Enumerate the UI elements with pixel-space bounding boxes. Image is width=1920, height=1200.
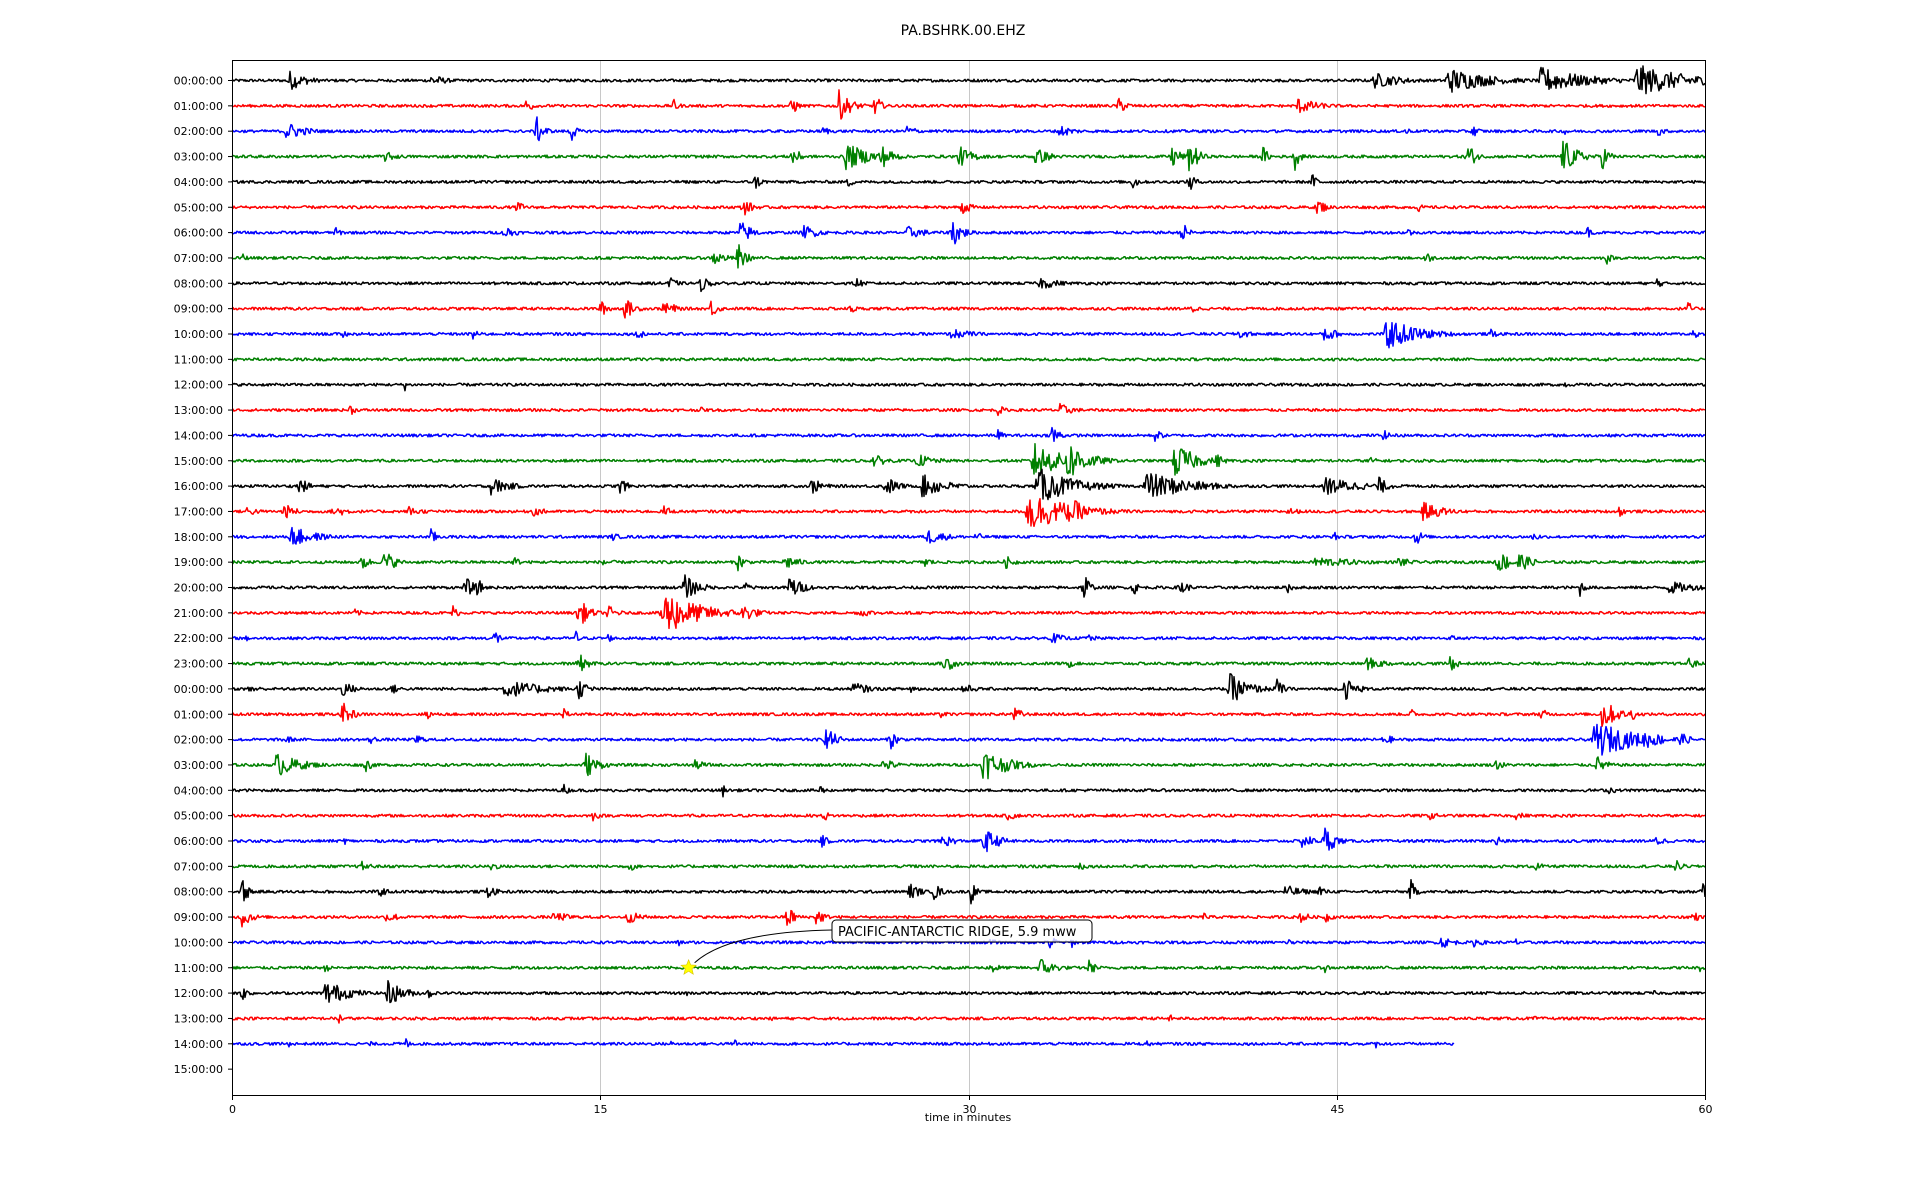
y-tick-label: 15:00:00 xyxy=(174,1063,223,1076)
y-tick-label: 14:00:00 xyxy=(174,1038,223,1051)
y-tick-label: 02:00:00 xyxy=(174,125,223,138)
seismogram-trace xyxy=(231,860,1706,871)
seismogram-trace xyxy=(231,65,1706,95)
event-star-marker xyxy=(680,958,697,975)
seismogram-trace xyxy=(231,89,1706,120)
seismogram-trace xyxy=(231,553,1706,572)
seismogram-trace xyxy=(231,958,1706,974)
seismogram-trace xyxy=(231,140,1706,172)
annotation-box xyxy=(831,919,1093,943)
y-tick-label: 09:00:00 xyxy=(174,911,223,924)
seismogram-trace xyxy=(231,321,1706,349)
seismogram-trace xyxy=(231,937,1706,949)
seismogram-trace xyxy=(232,277,1706,293)
seismogram-trace xyxy=(231,402,1706,417)
seismogram-trace xyxy=(231,1014,1706,1024)
y-tick-label: 23:00:00 xyxy=(174,658,223,671)
seismogram-trace xyxy=(231,783,1706,798)
seismogram-trace xyxy=(231,244,1706,269)
annotation-arrow xyxy=(694,929,833,964)
y-tick-label: 04:00:00 xyxy=(174,176,223,189)
y-tick-label: 13:00:00 xyxy=(174,1012,223,1025)
x-axis-label: time in minutes xyxy=(925,1111,1012,1124)
hour-labels: 00:00:00 01:00:00 02:00:00 03:00:00 04:00:00… xyxy=(174,75,232,1076)
y-tick-label: 01:00:00 xyxy=(174,100,223,113)
annotation-label: PACIFIC-ANTARCTIC RIDGE, 5.9 mww xyxy=(838,925,1077,940)
y-tick-label: 03:00:00 xyxy=(174,759,223,772)
seismogram-trace xyxy=(231,221,1706,245)
y-tick-label: 11:00:00 xyxy=(174,962,223,975)
seismogram-trace xyxy=(231,201,1706,216)
y-tick-label: 07:00:00 xyxy=(174,860,223,873)
seismogram-trace xyxy=(231,382,1706,392)
x-tick-label: 45 xyxy=(1331,1103,1345,1116)
seismogram-trace xyxy=(231,426,1706,443)
y-tick-label: 15:00:00 xyxy=(174,455,223,468)
y-tick-label: 08:00:00 xyxy=(174,886,223,899)
chart-title: PA.BSHRK.00.EHZ xyxy=(901,23,1026,39)
y-tick-label: 19:00:00 xyxy=(174,556,223,569)
x-tick-label: 15 xyxy=(594,1103,608,1116)
seismogram-trace xyxy=(231,702,1706,728)
x-tick-label: 0 xyxy=(229,1103,236,1116)
seismogram-trace xyxy=(231,878,1706,905)
seismogram-trace xyxy=(231,673,1706,701)
y-tick-label: 22:00:00 xyxy=(174,632,223,645)
y-tick-label: 01:00:00 xyxy=(174,708,223,721)
y-tick-label: 17:00:00 xyxy=(174,505,223,518)
y-tick-label: 04:00:00 xyxy=(174,784,223,797)
seismogram-trace xyxy=(231,116,1706,142)
seismogram-trace xyxy=(231,174,1706,190)
y-tick-label: 14:00:00 xyxy=(174,429,223,442)
y-tick-label: 05:00:00 xyxy=(174,810,223,823)
seismogram-trace xyxy=(231,497,1706,528)
x-axis-ticks: 0 15 30 45 60 xyxy=(229,1095,1713,1116)
seismogram-trace xyxy=(231,827,1706,853)
y-tick-label: 20:00:00 xyxy=(174,582,223,595)
y-tick-label: 06:00:00 xyxy=(174,227,223,240)
y-tick-label: 12:00:00 xyxy=(174,379,223,392)
seismogram-trace xyxy=(231,812,1706,822)
y-tick-label: 02:00:00 xyxy=(174,734,223,747)
y-tick-label: 07:00:00 xyxy=(174,252,223,265)
y-tick-label: 21:00:00 xyxy=(174,607,223,620)
seismogram-traces xyxy=(231,65,1706,1049)
x-tick-label: 30 xyxy=(963,1103,977,1116)
y-tick-label: 06:00:00 xyxy=(174,835,223,848)
seismogram-trace xyxy=(231,1038,1455,1049)
seismogram-trace xyxy=(231,443,1705,476)
y-tick-label: 11:00:00 xyxy=(174,353,223,366)
y-tick-label: 09:00:00 xyxy=(174,303,223,316)
seismogram-trace xyxy=(231,752,1706,780)
y-tick-label: 10:00:00 xyxy=(174,936,223,949)
y-tick-label: 10:00:00 xyxy=(174,328,223,341)
y-tick-label: 05:00:00 xyxy=(174,201,223,214)
y-tick-label: 08:00:00 xyxy=(174,277,223,290)
seismogram-trace xyxy=(231,468,1705,501)
seismogram-trace xyxy=(231,574,1706,598)
y-tick-label: 18:00:00 xyxy=(174,531,223,544)
seismogram-trace xyxy=(231,909,1705,928)
seismogram-trace xyxy=(231,597,1706,630)
y-tick-label: 00:00:00 xyxy=(174,75,223,88)
seismogram-trace xyxy=(231,357,1706,362)
seismogram-trace xyxy=(231,723,1706,756)
y-tick-label: 16:00:00 xyxy=(174,480,223,493)
y-tick-label: 00:00:00 xyxy=(174,683,223,696)
seismogram-trace xyxy=(231,526,1705,545)
seismogram-trace xyxy=(231,980,1706,1004)
seismogram-trace xyxy=(231,630,1706,644)
y-tick-label: 03:00:00 xyxy=(174,151,223,164)
seismogram-trace xyxy=(231,654,1706,672)
y-tick-label: 12:00:00 xyxy=(174,987,223,1000)
x-tick-label: 60 xyxy=(1699,1103,1713,1116)
seismogram-trace xyxy=(231,300,1706,319)
y-tick-label: 13:00:00 xyxy=(174,404,223,417)
event-annotations: PACIFIC-ANTARCTIC RIDGE, 5.9 mww xyxy=(680,919,1093,975)
